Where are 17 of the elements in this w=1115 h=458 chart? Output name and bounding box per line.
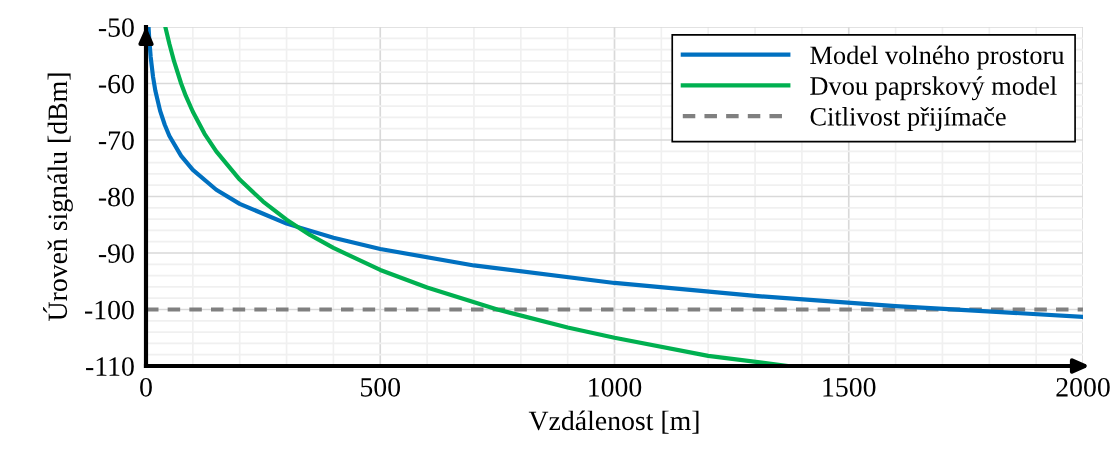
x-axis-title: Vzdálenost [m]: [528, 410, 699, 434]
y-tick-label: -110: [86, 357, 134, 376]
x-tick-label: 0: [140, 377, 152, 397]
legend-label: Dvou paprskový model: [810, 76, 1057, 101]
x-tick-label: 2000: [1056, 377, 1110, 397]
y-tick-label: -60: [98, 74, 134, 94]
y-tick-label: -90: [98, 244, 134, 263]
y-tick-label: -80: [98, 187, 134, 207]
y-axis-title: Úroveň signálu [dBm]: [43, 73, 73, 321]
legend-label: Citlivost přijímače: [810, 107, 1006, 132]
x-tick-label: 1500: [823, 377, 876, 397]
y-tick-label: -50: [98, 18, 134, 37]
y-tick-label: -100: [85, 300, 134, 320]
x-tick-label: 1000: [589, 377, 642, 397]
x-tick-label: 500: [361, 377, 401, 397]
legend-label: Model volného prostoru: [810, 45, 1065, 70]
y-tick-label: -70: [98, 131, 134, 150]
